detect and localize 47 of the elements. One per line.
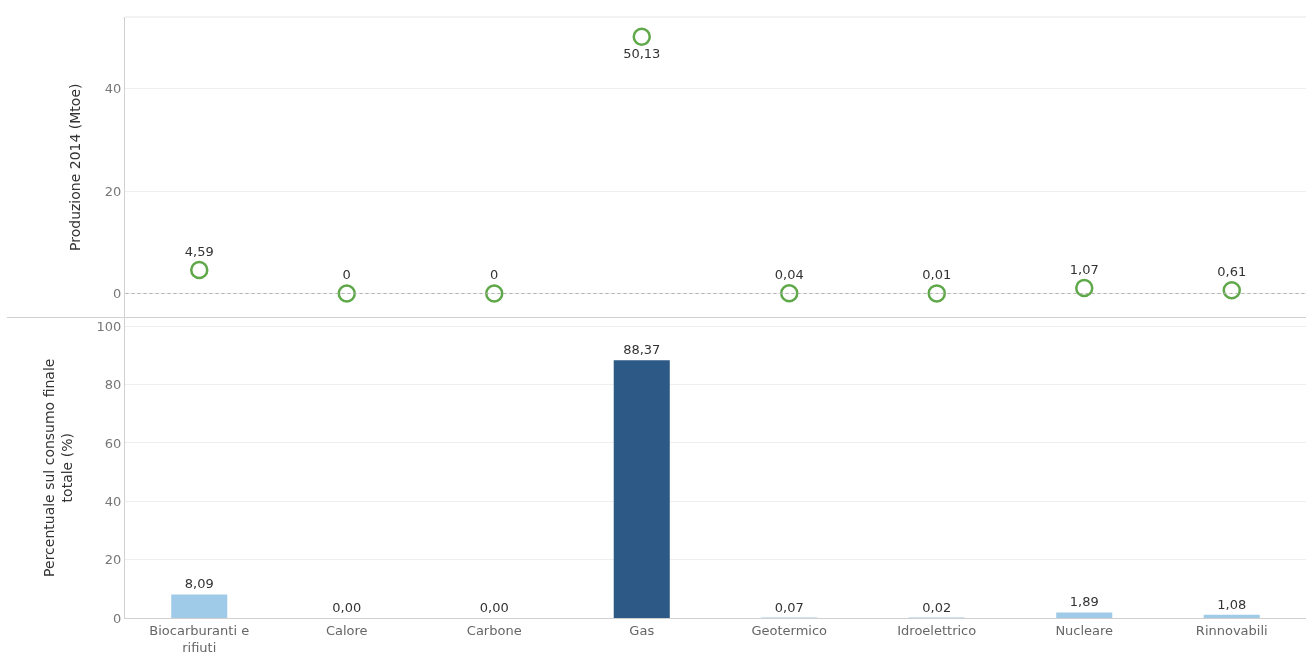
bar xyxy=(1203,614,1260,618)
y-axis-title: Produzione 2014 (Mtoe) xyxy=(67,83,84,251)
x-tick-label: Nucleare xyxy=(1055,622,1114,638)
data-label: 0 xyxy=(342,267,351,283)
y-tick-label: 40 xyxy=(104,81,122,97)
data-label: 1,08 xyxy=(1217,596,1247,612)
point xyxy=(632,27,651,47)
point xyxy=(1075,278,1094,298)
data-label: 88,37 xyxy=(623,342,661,358)
x-tick-label: Geotermico xyxy=(751,622,828,638)
bar xyxy=(171,594,228,618)
y-tick-label: 0 xyxy=(113,610,122,626)
data-label: 0,07 xyxy=(774,599,804,615)
x-tick-label: Calore xyxy=(325,622,368,638)
x-tick-label: Gas xyxy=(629,622,655,638)
data-label: 1,89 xyxy=(1069,594,1099,610)
data-label: 0,00 xyxy=(332,600,362,615)
x-tick-label: Biocarburanti e rifiuti xyxy=(149,622,250,655)
data-label: 0 xyxy=(490,267,499,283)
y-tick-label: 20 xyxy=(104,552,122,568)
point xyxy=(1222,281,1241,300)
data-label: 0,01 xyxy=(922,267,952,283)
point xyxy=(780,283,799,303)
data-label: 0,61 xyxy=(1217,264,1247,280)
point xyxy=(190,260,209,280)
data-label: 4,59 xyxy=(184,243,214,259)
y-tick-label: 40 xyxy=(104,493,122,509)
x-tick-label: Idroelettrico xyxy=(897,622,977,638)
data-label: 8,09 xyxy=(184,576,214,592)
x-tick-label: Carbone xyxy=(466,622,522,638)
y-tick-label: 20 xyxy=(104,183,122,199)
point xyxy=(485,284,504,303)
data-label: 0,04 xyxy=(774,266,804,282)
y-tick-label: 0 xyxy=(113,285,122,301)
y-tick-label: 60 xyxy=(104,435,122,451)
point xyxy=(927,284,946,303)
y-tick-label: 100 xyxy=(96,318,122,334)
data-label: 50,13 xyxy=(623,45,661,61)
x-tick-label: Rinnovabili xyxy=(1195,622,1268,638)
data-label: 0,02 xyxy=(922,599,952,615)
data-label: 1,07 xyxy=(1069,261,1099,277)
bar xyxy=(1056,612,1113,618)
data-label: 0,00 xyxy=(479,600,509,615)
point xyxy=(337,284,356,303)
y-axis-title: Percentuale sul consumo finale totale (%) xyxy=(40,358,76,577)
y-tick-label: 80 xyxy=(104,377,122,393)
bar xyxy=(613,360,670,618)
